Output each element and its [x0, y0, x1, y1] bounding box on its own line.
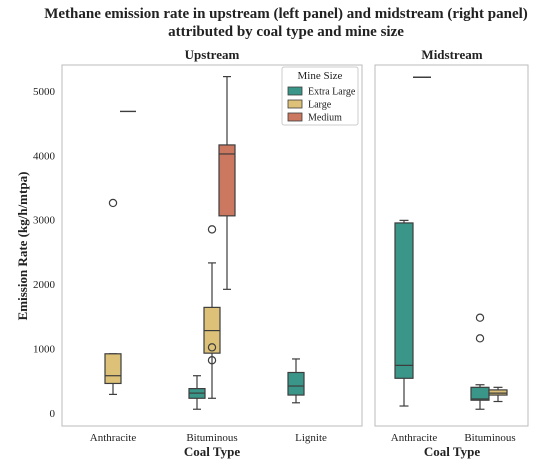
legend-label-medium: Medium: [308, 113, 342, 124]
chart-title-line2: attributed by coal type and mine size: [168, 24, 404, 40]
panel-title-upstream: Upstream: [185, 47, 240, 62]
legend-frame: [281, 66, 359, 126]
box-iqr: [488, 389, 508, 396]
outlier-point: [108, 198, 118, 208]
box-lignite-extra-large: [287, 358, 305, 404]
panel-frame: [374, 64, 529, 427]
box-bituminous-extra-large: [470, 313, 490, 410]
y-tick-label-4000: 4000: [33, 150, 56, 162]
outlier-point: [207, 356, 217, 365]
legend-label-large: Large: [308, 100, 332, 111]
box-bituminous-large: [203, 225, 221, 399]
outlier-point: [475, 334, 485, 343]
box-iqr: [218, 144, 236, 217]
x-axis-label-midstream: Coal Type: [424, 444, 480, 459]
box-anthracite-extra-large: [394, 219, 414, 407]
y-tick-label-1000: 1000: [33, 344, 56, 356]
outlier-point: [207, 225, 217, 234]
y-tick-label-2000: 2000: [33, 279, 56, 291]
outlier-point: [207, 343, 217, 352]
x-tick-label-anthracite: Anthracite: [90, 432, 137, 444]
box-iqr: [470, 386, 490, 401]
box-bituminous-large: [488, 386, 508, 403]
panel-upstream: Anthracite Bituminous Lignite: [61, 64, 363, 444]
panel-title-midstream: Midstream: [421, 47, 482, 62]
legend: Mine Size Extra Large Large Medium: [281, 66, 359, 126]
box-anthracite-large: [104, 198, 122, 396]
box-bituminous-extra-large: [188, 375, 206, 410]
box-iqr: [394, 222, 414, 379]
legend-title: Mine Size: [298, 70, 343, 82]
y-tick-label-5000: 5000: [33, 86, 56, 98]
panel-frame: [61, 64, 363, 427]
legend-swatch-extra-large: [287, 86, 303, 96]
outlier-point: [475, 313, 485, 322]
x-tick-label-bituminous: Bituminous: [186, 432, 237, 444]
box-iqr: [104, 353, 122, 385]
box-iqr: [287, 371, 305, 396]
x-tick-label-lignite: Lignite: [295, 432, 327, 444]
legend-swatch-medium: [287, 112, 303, 122]
y-tick-label-0: 0: [50, 408, 56, 420]
chart-title-line1: Methane emission rate in upstream (left …: [44, 6, 528, 22]
y-tick-label-3000: 3000: [33, 215, 56, 227]
x-tick-label-bituminous: Bituminous: [464, 432, 515, 444]
legend-label-extra-large: Extra Large: [308, 87, 356, 98]
y-axis-label: Emission Rate (kg/h/mtpa): [15, 172, 30, 321]
panel-midstream: Anthracite Bituminous: [374, 64, 529, 444]
x-axis-label-upstream: Coal Type: [184, 444, 240, 459]
x-tick-label-anthracite: Anthracite: [391, 432, 438, 444]
y-axis: 0 1000 2000 3000 4000 5000: [33, 86, 56, 420]
box-bituminous-medium: [218, 76, 236, 290]
legend-swatch-large: [287, 99, 303, 109]
